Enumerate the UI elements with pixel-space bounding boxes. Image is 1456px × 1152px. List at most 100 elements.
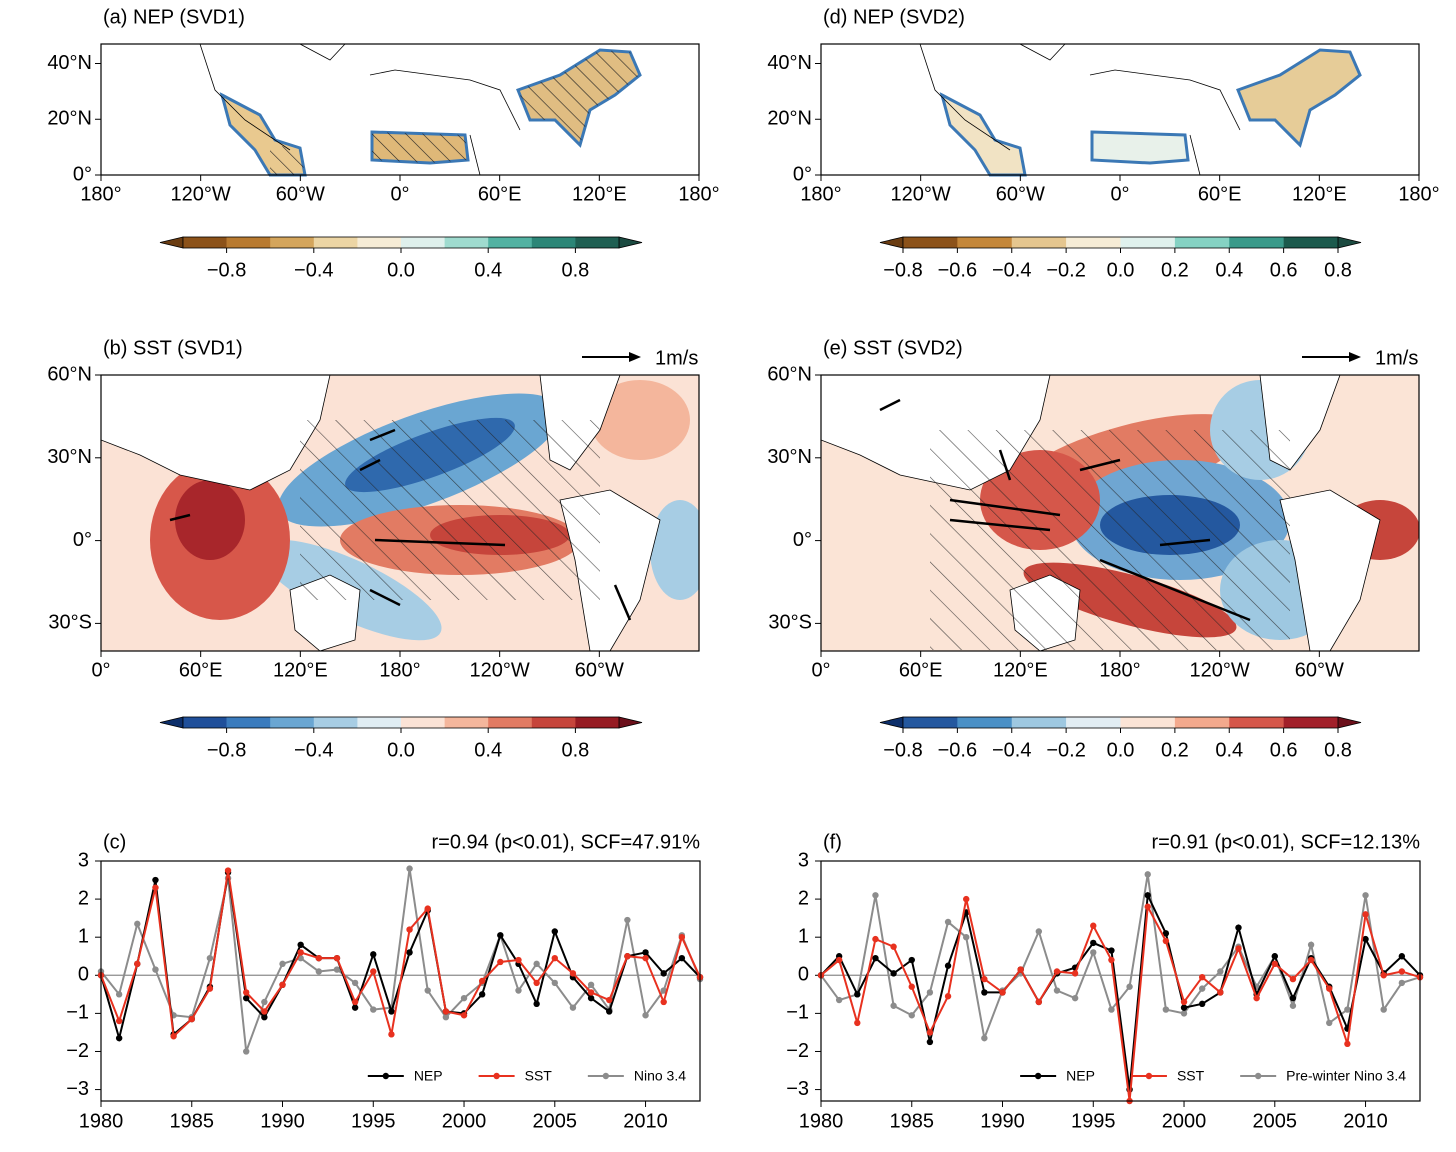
data-point <box>1217 989 1224 996</box>
data-point <box>261 1013 268 1021</box>
colorbar-tick-label: 0.8 <box>1324 259 1352 281</box>
panel-title: (e) SST (SVD2) <box>823 337 963 359</box>
data-point <box>963 933 970 941</box>
colorbar-bin <box>1229 237 1284 248</box>
colorbar-tick-label: −0.4 <box>992 259 1031 281</box>
data-point <box>835 956 843 964</box>
colorbar-bin <box>1011 717 1067 728</box>
y-tick-label: −2 <box>66 1040 89 1062</box>
data-point <box>1398 968 1406 975</box>
colorbar-bin <box>270 717 315 728</box>
x-tick-label: 60°W <box>575 659 624 681</box>
data-point <box>1144 903 1151 910</box>
colorbar-extension <box>618 716 643 729</box>
data-point <box>478 991 486 998</box>
y-tick-label: 0° <box>73 163 92 185</box>
data-point <box>569 970 577 977</box>
x-tick-label: 60°W <box>276 183 325 205</box>
colorbar-tick-label: 0.8 <box>561 739 589 761</box>
data-point <box>261 1008 268 1015</box>
colorbar-bin <box>1120 237 1176 248</box>
colorbar-bin <box>575 237 620 248</box>
colorbar-tick-label: −0.8 <box>883 259 922 281</box>
y-tick-label: 30°S <box>48 612 92 634</box>
data-point <box>908 983 915 990</box>
data-point <box>351 979 359 987</box>
data-point <box>944 918 952 926</box>
data-point <box>370 951 377 958</box>
data-point <box>624 916 631 924</box>
colorbar-bin <box>1011 237 1067 248</box>
colorbar-bin <box>183 717 227 728</box>
data-point <box>1180 998 1188 1006</box>
colorbar-tick-label: 0.4 <box>474 739 502 761</box>
data-point <box>587 981 595 989</box>
data-point <box>442 1013 450 1021</box>
colorbar-bin <box>488 237 533 248</box>
data-point <box>872 935 879 943</box>
colorbar-bin <box>444 717 489 728</box>
data-point <box>533 960 540 968</box>
colorbar-extension <box>1337 716 1362 729</box>
data-point <box>243 989 250 996</box>
y-tick-label: 0° <box>793 529 812 551</box>
colorbar-bin <box>903 237 958 248</box>
colorbar-bin <box>1066 237 1121 248</box>
data-point <box>1090 922 1097 929</box>
y-tick-label: 30°N <box>767 446 812 468</box>
x-tick-label: 60°E <box>478 183 522 205</box>
vector-key-head <box>1349 352 1361 362</box>
colorbar-bin <box>313 237 358 248</box>
y-tick-label: 0° <box>73 529 92 551</box>
data-point <box>872 954 879 962</box>
y-tick-label: 3 <box>78 849 89 871</box>
legend-marker <box>1145 1072 1153 1080</box>
colorbar-bin <box>1283 717 1339 728</box>
colorbar-tick-label: 0.0 <box>1107 739 1135 761</box>
colorbar-bin <box>1120 717 1176 728</box>
vector-key-label: 1m/s <box>655 347 698 369</box>
data-point <box>1035 998 1043 1006</box>
colorbar-tick-label: −0.8 <box>883 739 922 761</box>
data-point <box>908 1012 915 1019</box>
colorbar-bin <box>270 237 315 248</box>
map-shading <box>919 43 1362 177</box>
data-point <box>1198 1000 1206 1008</box>
colorbar-bin <box>1174 237 1230 248</box>
data-point <box>981 1034 988 1042</box>
x-tick-label: 0° <box>1110 183 1129 205</box>
x-tick-label: 2005 <box>1253 1110 1298 1132</box>
data-point <box>1344 1006 1351 1013</box>
colorbar-tick-label: −0.2 <box>1046 739 1085 761</box>
colorbar-bin <box>575 717 620 728</box>
colorbar-bin <box>531 717 576 728</box>
data-point <box>1380 972 1387 979</box>
x-tick-label: 0° <box>91 659 110 681</box>
colorbar-tick-label: 0.2 <box>1161 259 1189 281</box>
x-tick-label: 0° <box>390 183 409 205</box>
series-line <box>820 898 1421 1102</box>
x-tick-label: 60°W <box>996 183 1045 205</box>
data-point <box>890 1002 897 1009</box>
colorbar-bin <box>226 237 271 248</box>
legend-label: SST <box>525 1068 553 1084</box>
data-point <box>115 1017 123 1025</box>
data-point <box>497 932 504 939</box>
colorbar-tick-label: 0.8 <box>561 259 589 281</box>
data-point <box>642 1012 649 1019</box>
y-tick-label: 30°S <box>768 612 812 634</box>
x-tick-label: 120°W <box>470 659 530 681</box>
data-point <box>1362 935 1369 943</box>
colorbar-extension <box>1337 236 1362 249</box>
data-point <box>1271 960 1278 968</box>
x-tick-label: 120°W <box>171 183 231 205</box>
y-tick-label: −1 <box>786 1002 809 1024</box>
x-tick-label: 180° <box>379 659 420 681</box>
data-point <box>1253 994 1260 1002</box>
x-tick-label: 1985 <box>890 1110 935 1132</box>
map-shading <box>199 43 642 177</box>
data-point <box>406 926 413 933</box>
x-tick-label: 2000 <box>442 1110 487 1132</box>
series-line <box>100 870 701 1039</box>
data-point <box>1271 953 1278 960</box>
